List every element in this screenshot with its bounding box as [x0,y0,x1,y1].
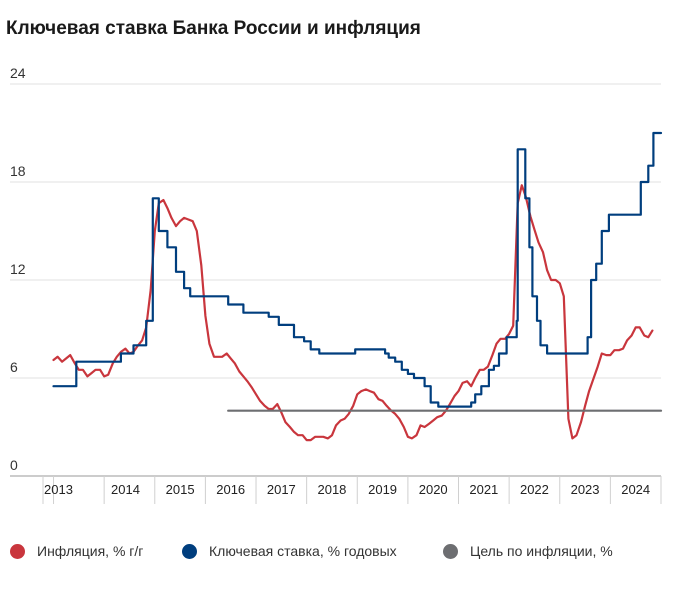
inflation-line [52,184,654,442]
x-tick-label: 2018 [317,482,346,497]
legend-label-key-rate: Ключевая ставка, % годовых [209,543,397,559]
inflation-legend-marker [10,543,25,559]
line-chart: 0 6 12 18 24 2013 2014 2015 2016 2017 2018 2019 202… [10,65,663,504]
x-tick-label: 2014 [111,482,140,497]
x-tick-label: 2021 [469,482,498,497]
x-tick-label: 2022 [520,482,549,497]
legend: Инфляция, % г/г Ключевая ставка, % годов… [0,543,698,567]
x-tick-label: 2017 [267,482,296,497]
legend-label-inflation-target: Цель по инфляции, % [470,543,613,559]
legend-item-key-rate[interactable]: Ключевая ставка, % годовых [182,543,397,559]
x-axis-ticks: 2013 2014 2015 2016 2017 2018 2019 2020 2021 2022… [44,482,650,497]
target-legend-marker [443,543,458,559]
y-tick-label: 24 [10,65,26,81]
y-axis-ticks: 0 6 12 18 24 [10,65,26,473]
x-tick-label: 2020 [419,482,448,497]
x-tick-label: 2024 [621,482,650,497]
x-tick-label: 2019 [368,482,397,497]
legend-item-inflation[interactable]: Инфляция, % г/г [10,543,143,559]
y-tick-label: 12 [10,261,26,277]
legend-item-inflation-target[interactable]: Цель по инфляции, % [443,543,613,559]
x-tick-label: 2013 [44,482,73,497]
x-tick-label: 2016 [216,482,245,497]
x-tick-label: 2023 [571,482,600,497]
chart-title: Ключевая ставка Банка России и инфляция [6,18,421,39]
key-rate-legend-marker [182,543,197,559]
series-lines [52,131,663,442]
y-tick-label: 18 [10,163,26,179]
y-tick-label: 6 [10,359,18,375]
y-tick-label: 0 [10,457,18,473]
key-rate-line [52,131,663,408]
legend-label-inflation: Инфляция, % г/г [37,543,144,559]
x-tick-label: 2015 [166,482,195,497]
